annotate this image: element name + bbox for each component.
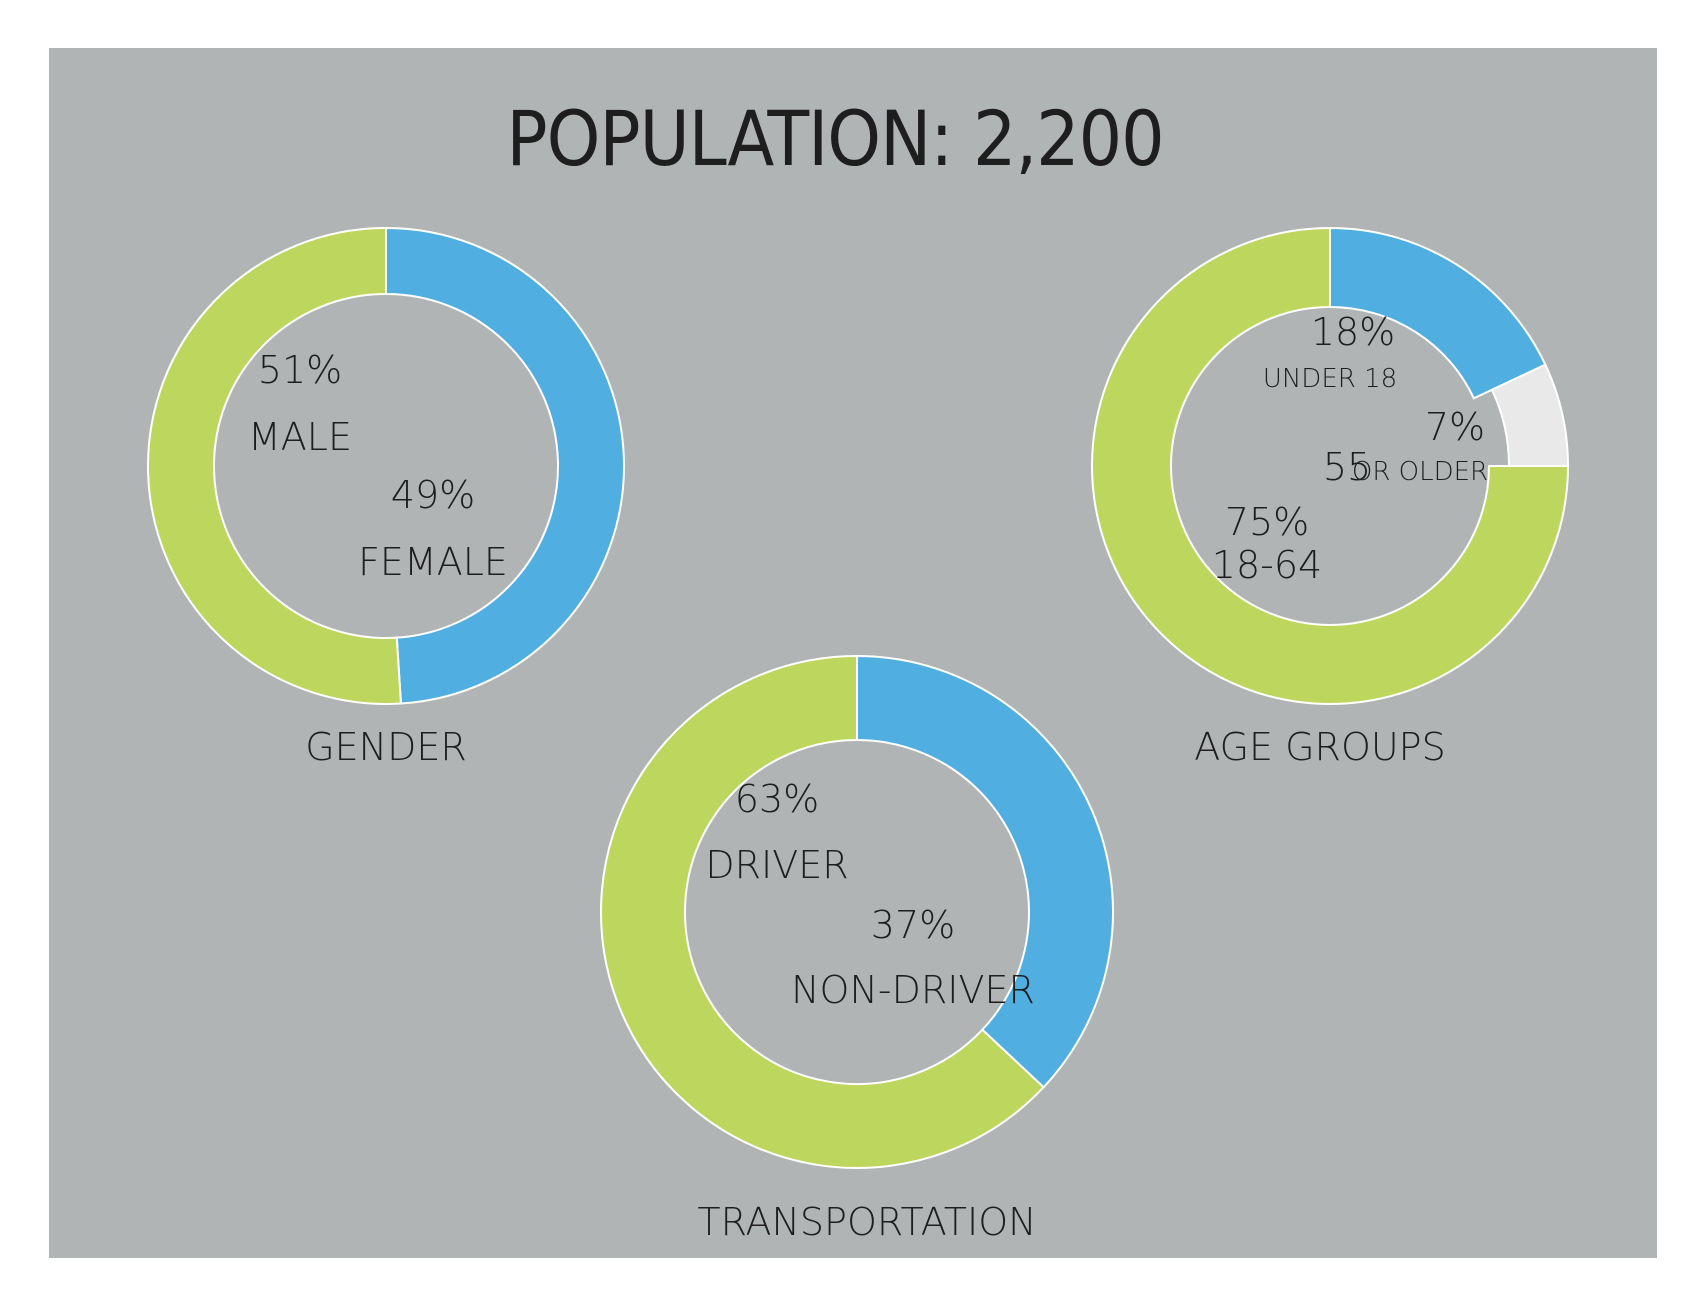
age-groups-caption: AGE GROUPS <box>1194 725 1445 769</box>
page-title: POPULATION: 2,200 <box>506 94 1163 183</box>
age-groups-donut <box>1091 226 1570 705</box>
donut-slice-2-0 <box>856 654 1114 1089</box>
under-18-percent: 18% <box>1311 310 1395 354</box>
adult-label: 18-64 <box>1212 543 1322 587</box>
transportation-donut <box>600 654 1114 1169</box>
male-percent: 51% <box>258 348 342 392</box>
older-percent: 7% <box>1425 405 1485 449</box>
non-driver-percent: 37% <box>871 903 955 947</box>
older-label-number: 55 <box>1323 445 1371 489</box>
donut-slice-0-0 <box>385 226 625 705</box>
donut-slice-2-1 <box>600 654 1046 1169</box>
female-percent: 49% <box>391 473 475 517</box>
driver-percent: 63% <box>735 777 819 821</box>
gender-caption: GENDER <box>305 725 467 769</box>
transportation-caption: TRANSPORTATION <box>697 1200 1036 1244</box>
non-driver-label: NON-DRIVER <box>791 968 1035 1012</box>
driver-label: DRIVER <box>705 843 848 887</box>
under-18-label: UNDER 18 <box>1263 364 1397 394</box>
older-label: OR OLDER <box>1352 457 1488 487</box>
male-label: MALE <box>248 415 352 459</box>
adult-percent: 75% <box>1225 500 1309 544</box>
gender-donut <box>147 226 625 705</box>
female-label: FEMALE <box>358 540 508 584</box>
donut-slice-1-2 <box>1091 226 1570 705</box>
donut-slice-0-1 <box>147 226 403 705</box>
